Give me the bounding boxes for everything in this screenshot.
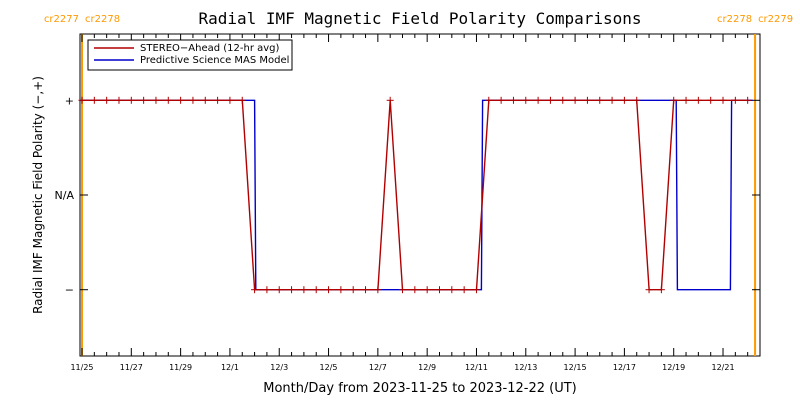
legend: STEREO−Ahead (12-hr avg) Predictive Scie… — [87, 39, 293, 71]
y-axis-label: Radial IMF Magnetic Field Polarity (−,+) — [31, 76, 45, 314]
stereo-point — [164, 96, 172, 104]
stereo-point — [288, 286, 296, 294]
carrington-label-right: cr2278 — [85, 14, 120, 25]
x-tick-label: 12/9 — [418, 363, 436, 372]
stereo-point — [214, 96, 222, 104]
x-tick-label: 12/5 — [320, 363, 338, 372]
stereo-point — [127, 96, 135, 104]
stereo-point — [460, 286, 468, 294]
stereo-point — [719, 96, 727, 104]
y-ticks: + N/A − — [55, 94, 760, 297]
stereo-point — [448, 286, 456, 294]
stereo-point — [608, 96, 616, 104]
x-tick-label: 12/3 — [270, 363, 288, 372]
stereo-point — [497, 96, 505, 104]
x-tick-label: 12/17 — [613, 363, 636, 372]
stereo-point — [435, 286, 443, 294]
carrington-label-left: cr2278 — [717, 14, 752, 25]
stereo-point — [374, 286, 382, 294]
x-tick-label: 12/13 — [514, 363, 537, 372]
series-line-stereo — [82, 99, 748, 291]
chart-title: Radial IMF Magnetic Field Polarity Compa… — [198, 9, 641, 28]
stereo-point — [596, 96, 604, 104]
stereo-point — [485, 96, 493, 104]
stereo-point — [115, 96, 123, 104]
stereo-point — [251, 286, 259, 294]
x-tick-label: 12/1 — [221, 363, 239, 372]
stereo-point — [226, 96, 234, 104]
x-tick-label: 12/19 — [662, 363, 685, 372]
stereo-point — [399, 286, 407, 294]
stereo-point — [534, 96, 542, 104]
x-tick-label: 12/21 — [711, 363, 734, 372]
series-line-model — [82, 99, 753, 291]
stereo-point — [312, 286, 320, 294]
legend-label-model: Predictive Science MAS Model — [140, 55, 289, 66]
stereo-point — [263, 286, 271, 294]
stereo-point — [546, 96, 554, 104]
x-ticks: 11/25 11/27 11/29 12/1 12/3 12/5 12/7 12/9 12/11… — [70, 34, 761, 372]
stereo-point — [657, 286, 665, 294]
stereo-point — [189, 96, 197, 104]
stereo-point — [362, 286, 370, 294]
stereo-point — [325, 286, 333, 294]
series-layer — [78, 96, 753, 294]
stereo-point — [620, 96, 628, 104]
stereo-point — [152, 96, 160, 104]
stereo-point — [522, 96, 530, 104]
stereo-point — [682, 96, 690, 104]
stereo-point — [90, 96, 98, 104]
stereo-point — [275, 286, 283, 294]
y-tick-label: N/A — [55, 189, 75, 202]
stereo-point — [583, 96, 591, 104]
stereo-point — [423, 286, 431, 294]
stereo-point — [300, 286, 308, 294]
stereo-point — [103, 96, 111, 104]
x-tick-label: 11/27 — [120, 363, 143, 372]
stereo-point — [201, 96, 209, 104]
stereo-point — [670, 96, 678, 104]
stereo-point — [645, 286, 653, 294]
stereo-point — [559, 96, 567, 104]
stereo-point — [744, 96, 752, 104]
stereo-point — [731, 96, 739, 104]
stereo-point — [707, 96, 715, 104]
x-axis-label: Month/Day from 2023-11-25 to 2023-12-22 … — [263, 381, 576, 396]
stereo-point — [238, 96, 246, 104]
legend-label-stereo: STEREO−Ahead (12-hr avg) — [140, 43, 280, 54]
stereo-point — [386, 96, 394, 104]
stereo-point — [509, 96, 517, 104]
carrington-label-left: cr2277 — [44, 14, 79, 25]
legend-box — [87, 39, 293, 71]
x-tick-label: 12/15 — [564, 363, 587, 372]
x-tick-label: 12/7 — [369, 363, 387, 372]
y-tick-label: + — [65, 94, 74, 107]
stereo-point — [337, 286, 345, 294]
x-tick-label: 11/29 — [169, 363, 192, 372]
plot-frame — [79, 33, 761, 357]
x-tick-label: 11/25 — [70, 363, 93, 372]
carrington-label-right: cr2279 — [758, 14, 793, 25]
stereo-point — [571, 96, 579, 104]
stereo-point — [411, 286, 419, 294]
stereo-point — [694, 96, 702, 104]
stereo-point — [177, 96, 185, 104]
stereo-point — [140, 96, 148, 104]
y-tick-label: − — [65, 284, 74, 297]
x-tick-label: 12/11 — [465, 363, 488, 372]
stereo-point — [633, 96, 641, 104]
stereo-point — [349, 286, 357, 294]
stereo-point — [78, 96, 86, 104]
stereo-point — [472, 286, 480, 294]
